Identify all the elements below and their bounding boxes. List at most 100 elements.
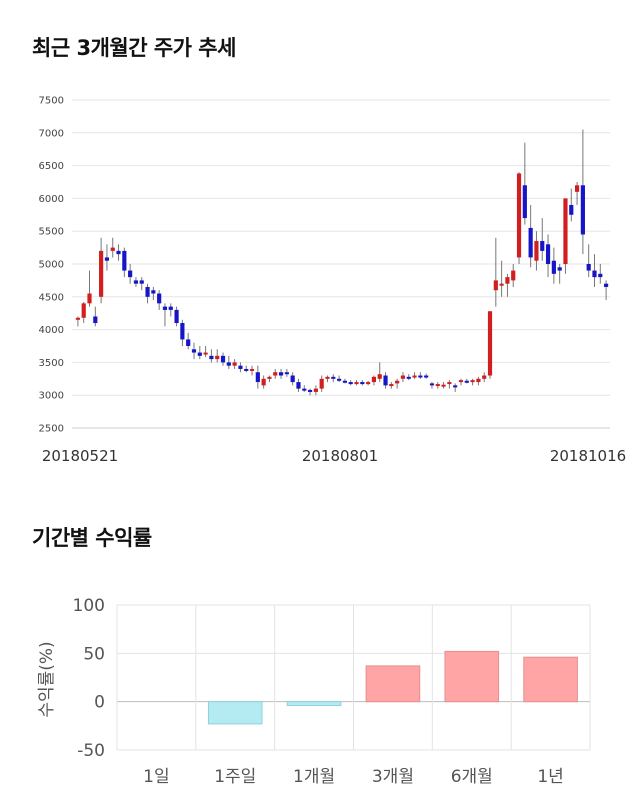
candle-body [267,376,272,379]
candle-body [255,372,260,383]
candle-body [180,323,185,340]
candle-body [354,382,359,385]
y-tick-label: -50 [77,741,105,761]
candle-body [522,185,527,219]
x-tick-label: 1일 [143,767,169,787]
candle-body [238,365,243,369]
candle-body [337,378,342,381]
y-tick-label: 5500 [39,227,64,238]
candle-body [545,244,551,264]
y-tick-label: 2500 [39,424,64,435]
return-bar [523,656,578,703]
candlestick-chart: 2500 3000 3500 4000 4500 5000 5500 6000 6500 7000… [39,96,627,466]
candle-body [360,382,365,385]
candle-body [516,173,522,258]
y-tick-label: 7500 [39,96,64,107]
candle-body [540,241,545,251]
candle-body [395,380,400,384]
candle-body [174,309,179,324]
candle-body [447,382,452,385]
candle-body [383,375,388,386]
candle-body [232,362,237,366]
candle-body [319,378,324,389]
candle-body [302,388,307,391]
return-bar [286,701,342,707]
candle-body [418,375,423,378]
candle-body [151,290,156,294]
candle-body [377,374,382,379]
y-axis-label: 수익률(%) [37,641,57,717]
candle-body [331,376,336,379]
candle-body [348,382,353,385]
candle-body [110,247,115,251]
candle-body [569,204,574,215]
candle-body [551,260,556,274]
return-bar [444,650,500,703]
candle-body [116,250,121,255]
x-tick-label: 1주일 [214,767,256,787]
candle-body [342,380,347,383]
x-tick-label: 20181016 [550,447,626,465]
candle-body [215,355,220,360]
candle-body [574,185,580,192]
candle-body [104,257,110,261]
candle-body [511,270,516,281]
candle-body [87,293,92,304]
candle-body [209,355,214,360]
y-tick-label: 50 [83,644,105,664]
candle-body [75,317,80,320]
y-tick-label: 3500 [39,358,64,369]
candle-body [203,352,208,355]
candle-body [534,241,539,261]
y-tick-label: 7000 [39,128,64,139]
candle-body [145,286,150,297]
y-tick-label: 6000 [39,194,64,205]
candle-body [586,264,591,271]
candle-body [592,270,597,278]
x-tick-label: 1년 [537,767,563,787]
candle-body [424,375,429,378]
y-tick-label: 3000 [39,391,64,402]
candle-body [598,273,603,278]
candle-body [453,385,458,388]
candle-body [313,388,318,392]
return-bar [207,701,263,725]
candle-body [244,368,249,371]
candle-body [249,368,255,371]
candle-body [122,250,127,271]
candle-body [505,277,510,284]
candle-body [197,352,202,356]
candle-body [162,306,168,310]
candle-body [487,311,493,376]
candle-body [493,280,498,291]
candle-body [458,380,464,383]
candle-body [273,372,278,376]
candle-body [563,198,568,264]
candle-body [81,303,86,318]
candle-body [499,283,504,286]
candle-body [464,380,469,383]
candle-body [139,280,144,284]
y-tick-label: 100 [73,596,105,616]
candle-body [325,376,330,379]
candle-body [278,372,284,376]
x-tick-label: 1개월 [293,767,335,787]
candle-body [604,283,609,287]
candle-body [261,378,266,386]
candle-body [528,227,533,258]
candle-body [470,380,475,383]
candle-body [191,349,197,353]
x-tick-label: 20180801 [302,447,378,465]
candle-body [128,270,133,278]
candle-body [226,362,231,366]
candle-body [99,250,104,297]
y-tick-label: 6500 [39,161,64,172]
x-tick-label: 20180521 [42,447,118,465]
candle-body [284,372,289,375]
x-tick-label: 3개월 [372,767,414,787]
y-tick-label: 0 [94,693,105,713]
y-tick-label: 5000 [39,260,64,271]
candle-body [406,376,411,379]
candle-body [366,382,371,385]
